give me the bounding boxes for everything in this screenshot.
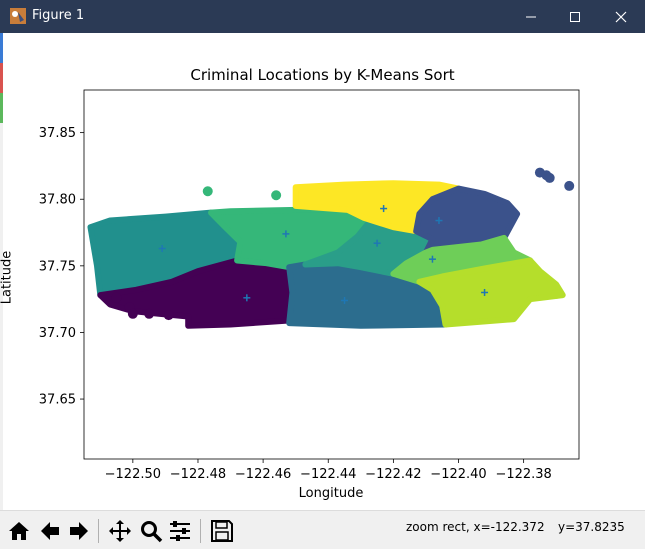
home-icon: [9, 522, 29, 540]
pan-button[interactable]: [106, 517, 134, 545]
axes-frame: [83, 89, 580, 460]
back-button[interactable]: [36, 517, 64, 545]
toolbar-separator: [200, 519, 201, 543]
close-button[interactable]: [598, 0, 644, 33]
outlier-point: [144, 308, 155, 319]
centroid-marker: [373, 239, 381, 247]
close-icon: [615, 11, 627, 23]
centroid-marker: [282, 230, 290, 238]
y-axis-label: Latitude: [0, 250, 15, 305]
left-edge-strip: [0, 33, 3, 548]
zoom-button[interactable]: [137, 517, 165, 545]
outlier-point: [111, 292, 122, 303]
pan-icon: [109, 520, 131, 542]
centroid-marker: [481, 288, 489, 296]
centroid-markers: [158, 205, 489, 304]
outlier-point: [163, 310, 174, 321]
y-tick-label: 37.85: [39, 126, 76, 141]
maximize-button[interactable]: [552, 0, 598, 33]
x-tick-label: −122.50: [105, 467, 161, 482]
centroid-marker: [380, 205, 388, 213]
back-arrow-icon: [41, 522, 59, 540]
x-tick-label: −122.48: [170, 467, 226, 482]
cluster-7: [390, 234, 534, 285]
y-tick-label: 37.70: [39, 326, 76, 341]
title-bar: Figure 1: [0, 0, 645, 33]
x-axis-label: Longitude: [298, 486, 364, 501]
centroid-marker: [341, 296, 349, 304]
minimize-icon: [526, 16, 536, 18]
zoom-icon: [141, 521, 163, 543]
x-tick-label: −122.42: [365, 467, 421, 482]
centroid-marker: [435, 217, 443, 225]
app-icon: [10, 8, 26, 24]
cluster-8: [416, 257, 566, 328]
forward-arrow-icon: [70, 522, 88, 540]
centroid-marker: [428, 255, 436, 263]
status-coordinates: zoom rect, x=-122.372: [406, 520, 545, 534]
home-button[interactable]: [5, 517, 33, 545]
y-tick-label: 37.75: [39, 259, 76, 274]
y-tick-label: 37.80: [39, 193, 76, 208]
subplots-icon: [170, 521, 190, 541]
save-button[interactable]: [208, 517, 236, 545]
maximize-icon: [570, 12, 580, 22]
x-tick-label: −122.44: [300, 467, 356, 482]
outlier-point: [127, 308, 138, 319]
outlier-point: [564, 180, 575, 191]
navigation-toolbar: [0, 510, 645, 549]
status-y-readout: y=37.8235: [558, 520, 625, 534]
forward-button[interactable]: [65, 517, 93, 545]
y-tick-label: 37.65: [39, 393, 76, 408]
x-axis-ticks: −122.50 −122.48 −122.46 −122.44 −122.42 −122.…: [105, 459, 552, 482]
outlier-point: [202, 186, 213, 197]
minimize-button[interactable]: [508, 0, 554, 33]
cluster-regions: [87, 180, 566, 329]
centroid-marker: [243, 294, 251, 302]
outlier-point: [551, 288, 562, 299]
subplots-button[interactable]: [166, 517, 194, 545]
outlier-points: [111, 167, 575, 321]
toolbar-separator: [98, 519, 99, 543]
x-tick-label: −122.40: [430, 467, 486, 482]
window-title: Figure 1: [32, 8, 85, 23]
x-tick-label: −122.46: [235, 467, 291, 482]
x-tick-label: −122.38: [495, 467, 551, 482]
outlier-point: [544, 172, 555, 183]
chart-title: Criminal Locations by K-Means Sort: [190, 66, 455, 84]
save-icon: [211, 520, 233, 542]
centroid-marker: [158, 245, 166, 253]
outlier-point: [271, 190, 282, 201]
y-axis-ticks: 37.65 37.70 37.75 37.80 37.85: [39, 126, 84, 408]
